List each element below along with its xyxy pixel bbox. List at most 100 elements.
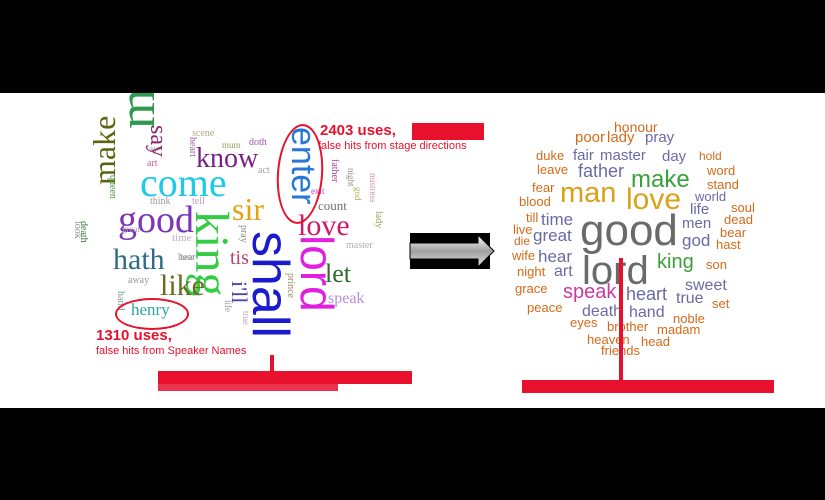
left-word-act: act [258,165,270,176]
left-word-let: let [325,259,351,288]
right-word-love: love [626,183,682,216]
left-word-sir: sir [232,191,264,227]
right-word-great: great [533,226,572,245]
right-word-dead: dead [724,212,753,227]
left-word-lady: lady [373,211,384,229]
right-word-lady: lady [607,129,635,146]
right-word-madam: madam [657,322,701,337]
right-word-set: set [712,296,730,311]
right-word-time: time [541,210,574,229]
right-word-fair: fair [573,147,594,164]
right-word-true: true [676,290,704,307]
left-word-exit: exit [311,186,325,196]
right-word-son: son [706,257,727,272]
left-word-speak: speak [328,290,365,307]
left-word-time: time [172,232,192,244]
right-word-blood: blood [519,194,551,209]
right-word-hear: hear [538,247,573,266]
left-word-mum: mum [222,140,241,150]
left-word-tell: tell [192,196,205,207]
top-annotation-count: 2403 uses, [320,122,396,139]
right-word-heaven: heaven [587,332,630,347]
left-word-pray: pray [238,225,249,243]
left-word-death: death [78,221,89,243]
left-word-tis: tis [230,247,249,269]
left-word-art: art [147,158,158,169]
right-word-poor: poor [575,129,606,146]
right-word-word: word [707,163,736,178]
right-word-die: die [514,234,531,248]
left-word-god: god [353,187,363,201]
right-word-stand: stand [707,177,739,192]
henry-highlight-ellipse [115,298,189,330]
left-word-prince: prince [285,273,296,298]
redaction-bar [412,123,484,140]
right-word-eyes: eyes [570,315,598,330]
right-word-heart: heart [626,284,668,304]
right-word-honour: honour [614,119,658,135]
bottom-annotation-desc: false hits from Speaker Names [96,345,247,357]
right-word-man: man [560,177,617,209]
right-word-king: king [657,251,694,273]
right-word-brother: brother [607,319,649,334]
right-word-till: till [526,210,539,225]
right-word-art: art [554,263,573,280]
left-word-count: count [318,198,347,213]
right-word-life: life [690,201,710,218]
right-word-peace: peace [527,300,563,315]
left-word-heart: heart [187,137,198,157]
content-band: man makesaycomeknowgoodsirenterlovehathk… [0,93,825,408]
right-pointer-line [619,258,623,382]
right-word-lord: lord [582,249,649,293]
bottom-annotation-count: 1310 uses, [96,327,172,344]
right-word-master: master [600,147,646,164]
right-caption-redaction [522,380,774,393]
right-word-duke: duke [536,148,565,163]
right-word-bear: bear [720,225,747,240]
right-word-death: death [582,303,623,320]
left-word-hear: hear [178,252,196,263]
right-word-world: world [695,189,727,204]
left-word-hath: hath [113,243,165,276]
right-word-noble: noble [673,311,705,326]
left-word-master: master [346,240,373,251]
right-word-god: god [682,231,711,250]
left-word-like: like [160,269,205,302]
right-word-pray: pray [645,129,675,146]
right-word-sweet: sweet [685,277,727,294]
left-word-true: true [241,311,251,325]
left-word-think: think [150,196,171,207]
left-word-life: life [223,300,233,312]
left-word-queen: queen [107,175,118,199]
right-word-head: head [641,334,670,349]
left-word-good: good [118,199,194,241]
left-word-ay: ay [149,144,158,154]
left-word-father: father [329,159,340,183]
left-caption-redaction [158,371,412,384]
top-annotation-desc: false hits from stage directions [318,140,467,152]
right-word-night: night [517,264,546,279]
right-word-hand: hand [629,304,665,321]
right-word-speak: speak [563,281,617,303]
right-word-father: father [578,161,625,181]
right-word-wife: wife [512,248,536,263]
right-word-live: live [513,222,533,237]
right-word-soul: soul [731,200,755,215]
right-word-men: men [682,215,712,232]
left-caption-redaction-2 [158,384,338,391]
left-word-love: love [298,209,350,242]
right-word-day: day [662,148,687,165]
right-arrow-icon [409,233,495,269]
left-word-away: away [128,275,150,286]
left-word-mistress: mistress [368,173,378,203]
right-word-good: good [580,206,678,255]
left-word-great: great [122,224,140,234]
right-word-make: make [631,166,690,193]
right-word-fear: fear [532,180,555,195]
right-word-grace: grace [515,281,548,296]
left-word-scene: scene [192,128,215,139]
left-word-come: come [140,160,227,205]
left-word-hear: hear [180,252,196,262]
right-word-hast: hast [716,237,741,252]
